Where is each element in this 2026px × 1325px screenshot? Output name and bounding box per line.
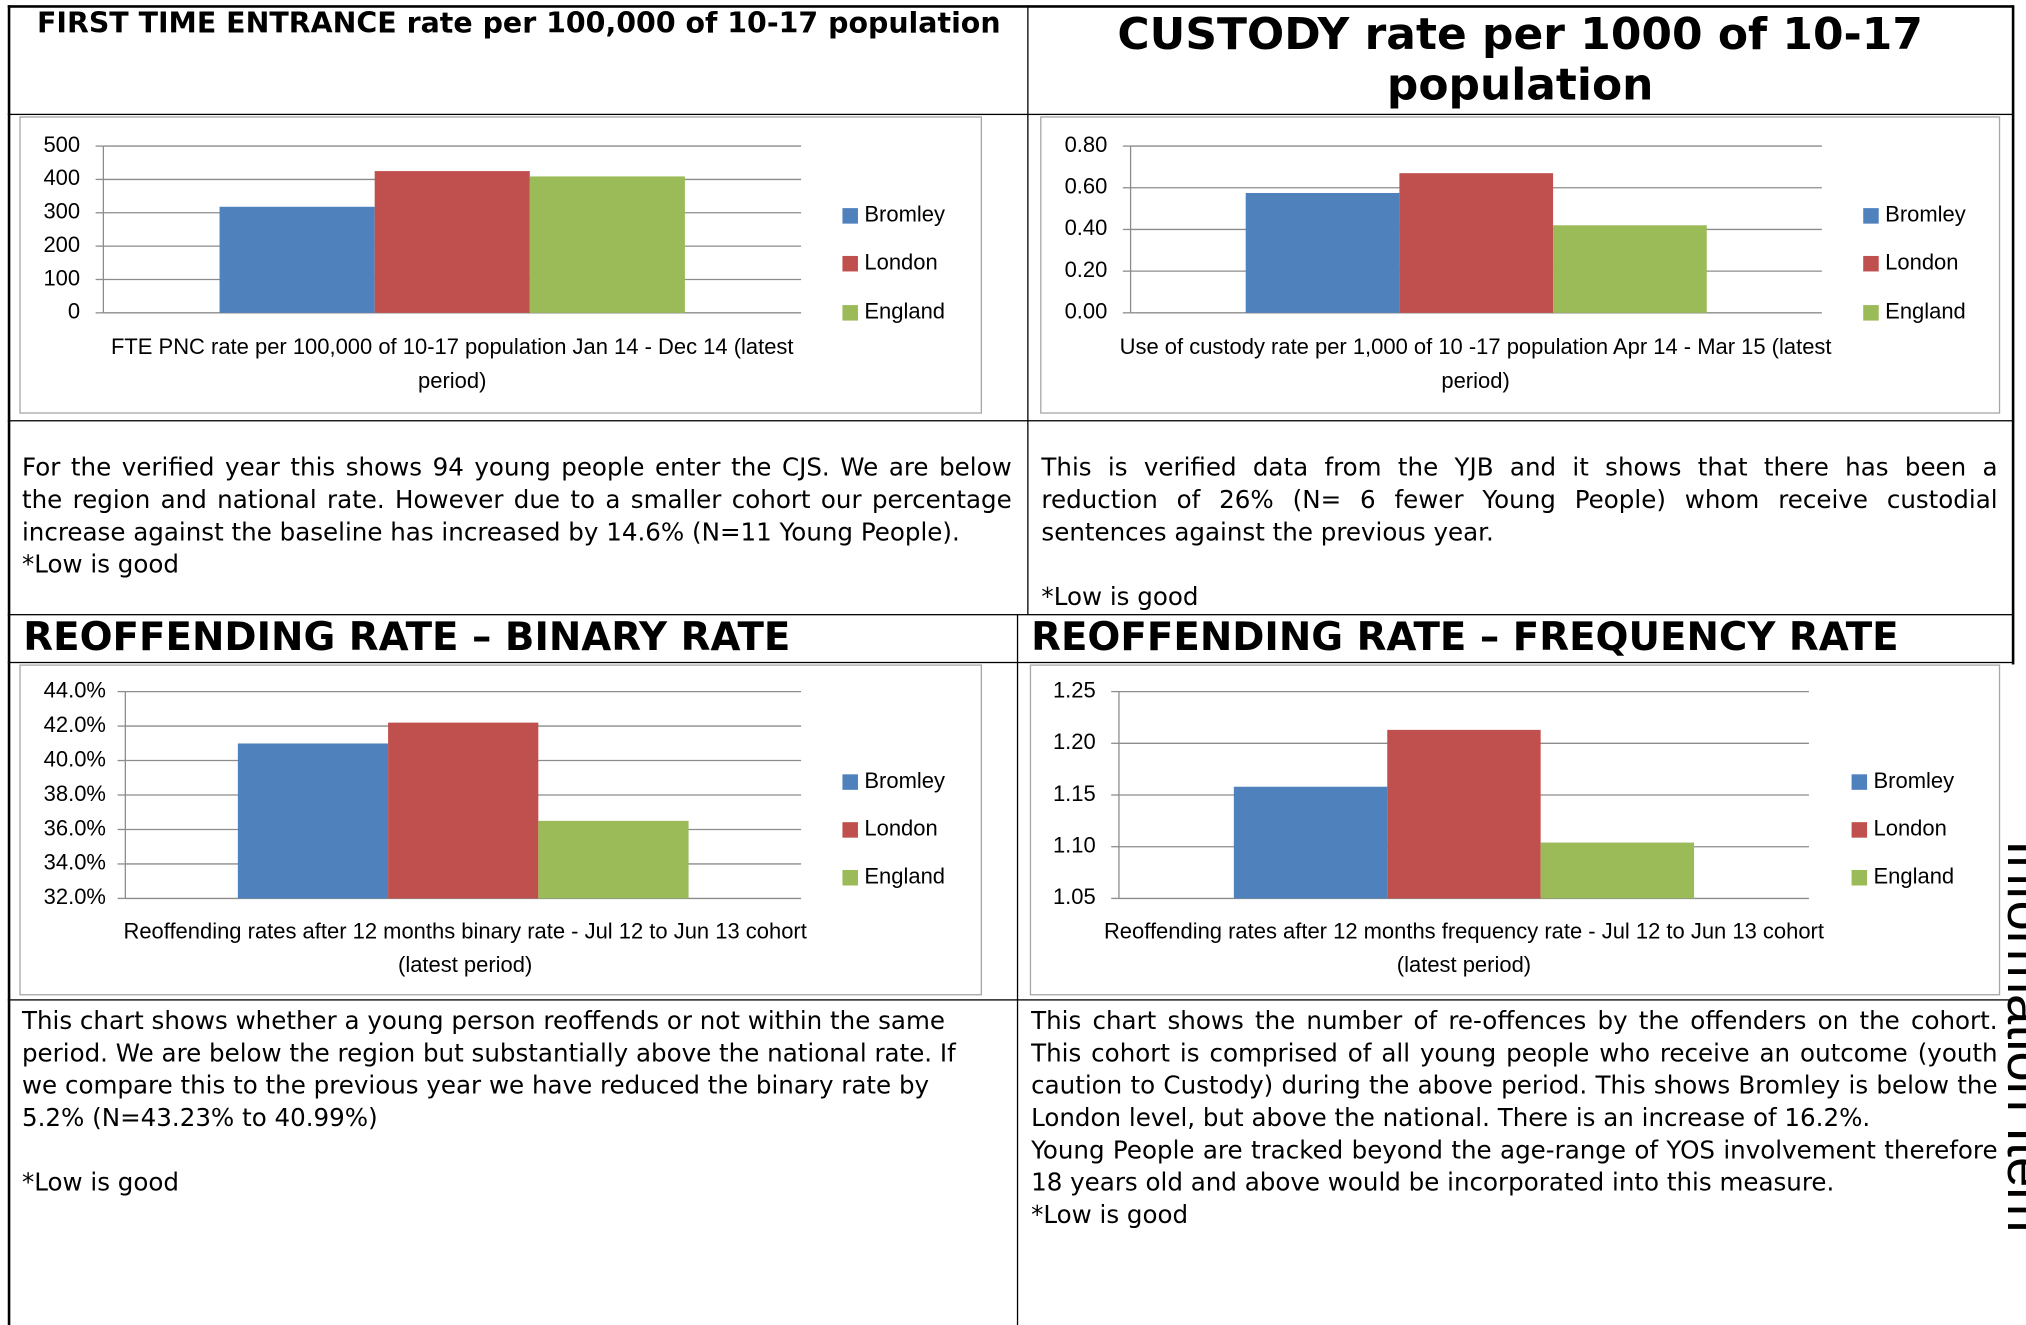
chart-title: FIRST TIME ENTRANCE rate per 100,000 of …: [36, 7, 1001, 41]
border: [7, 661, 2014, 664]
y-tick-label: 1.20: [1053, 729, 1096, 754]
x-axis-label: Use of custody rate per 1,000 of 10 -17 …: [1119, 334, 1832, 393]
text-cell: This chart shows the number of re-offenc…: [1031, 1006, 1997, 1323]
bar: [1245, 192, 1400, 313]
legend-label: London: [1885, 250, 1958, 275]
paragraph: For the verified year this shows 94 youn…: [21, 453, 1012, 547]
chart-frame: [19, 116, 982, 414]
legend-label: Bromley: [864, 768, 945, 793]
paragraph: Young People are tracked beyond the age-…: [1031, 1136, 1998, 1198]
text-cell: This is verified data from the YJB and i…: [1041, 452, 1997, 614]
border: [7, 999, 2014, 1001]
text-cell: For the verified year this shows 94 youn…: [22, 452, 1012, 614]
y-tick-label: 100: [43, 265, 80, 290]
y-tick-label: 34.0%: [44, 850, 106, 875]
border: [7, 614, 2014, 616]
y-tick-label: 200: [43, 232, 80, 257]
chart-title: REOFFENDING RATE – BINARY RATE: [23, 615, 791, 661]
legend-label: England: [1874, 864, 1955, 889]
y-tick-label: 42.0%: [44, 712, 106, 737]
bar: [538, 820, 689, 899]
paragraph: *Low is good: [21, 550, 180, 580]
paragraph: This is verified data from the YJB and i…: [1041, 453, 1998, 547]
bar: [1233, 786, 1388, 899]
y-tick-label: 44.0%: [44, 677, 106, 702]
y-tick-label: 36.0%: [44, 815, 106, 840]
y-tick-label: 0.20: [1065, 257, 1108, 282]
y-tick-label: 32.0%: [44, 884, 106, 909]
y-tick-label: 0: [68, 299, 80, 324]
legend-label: Bromley: [1874, 768, 1955, 793]
y-tick-label: 1.25: [1053, 677, 1096, 702]
legend-swatch: [842, 208, 858, 224]
y-tick-label: 400: [43, 165, 80, 190]
bar: [374, 171, 530, 313]
legend-swatch: [842, 774, 858, 790]
legend-swatch: [1851, 774, 1868, 790]
border: [7, 5, 11, 1325]
bar: [1399, 173, 1554, 313]
x-axis-label: Reoffending rates after 12 months freque…: [1103, 919, 1824, 978]
bar: [219, 206, 375, 313]
border: [1016, 614, 1019, 1325]
y-tick-label: 1.15: [1053, 781, 1096, 806]
paragraph: *Low is good: [1031, 1200, 1189, 1230]
y-tick-label: 500: [43, 132, 80, 157]
legend-label: London: [1874, 816, 1947, 841]
chart-frame: [19, 664, 982, 996]
legend-label: Bromley: [1885, 202, 1966, 227]
border: [1027, 5, 1029, 615]
paragraph: *Low is good: [1041, 583, 1199, 612]
border: [7, 113, 2014, 116]
legend-swatch: [1851, 869, 1868, 886]
border: [7, 5, 2014, 8]
bar: [1387, 729, 1541, 899]
y-tick-label: 38.0%: [44, 781, 106, 806]
legend-label: London: [864, 816, 937, 841]
x-axis-label: FTE PNC rate per 100,000 of 10-17 popula…: [110, 334, 794, 393]
legend-label: Bromley: [864, 202, 945, 227]
legend-swatch: [1863, 305, 1879, 321]
text-cell: This chart shows whether a young person …: [22, 1006, 978, 1323]
chart-frame: [1029, 664, 2001, 996]
paragraph: This chart shows the number of re-offenc…: [1031, 1007, 1998, 1133]
legend-label: England: [864, 864, 945, 889]
legend-swatch: [842, 255, 858, 272]
border: [7, 420, 2014, 422]
y-tick-label: 300: [43, 199, 80, 224]
paragraph: This chart shows whether a young person …: [21, 1007, 956, 1133]
y-tick-label: 0.60: [1065, 174, 1108, 199]
legend-label: England: [1885, 299, 1966, 324]
legend-label: London: [864, 250, 937, 275]
bar: [529, 176, 685, 313]
legend-swatch: [842, 869, 858, 886]
bar: [1540, 842, 1695, 899]
chart-frame: [1040, 116, 2001, 414]
y-tick-label: 40.0%: [44, 746, 106, 771]
chart-title: REOFFENDING RATE – FREQUENCY RATE: [1031, 615, 1899, 661]
legend-swatch: [1863, 255, 1879, 272]
bar: [237, 743, 389, 899]
bar: [388, 722, 539, 899]
y-tick-label: 0.00: [1065, 299, 1108, 324]
legend-swatch: [1851, 822, 1868, 838]
legend-swatch: [1863, 208, 1879, 224]
y-tick-label: 1.10: [1053, 833, 1096, 858]
y-tick-label: 0.40: [1065, 215, 1108, 240]
x-axis-label: Reoffending rates after 12 months binary…: [123, 919, 807, 978]
y-tick-label: 0.80: [1065, 132, 1108, 157]
chart-title: CUSTODY rate per 1000 of 10-17 populatio…: [1117, 8, 1923, 112]
legend-swatch: [842, 822, 858, 838]
legend-swatch: [842, 305, 858, 321]
border: [2011, 5, 2015, 665]
bar: [1553, 225, 1707, 313]
paragraph: *Low is good: [21, 1168, 180, 1198]
legend-label: England: [864, 299, 945, 324]
y-tick-label: 1.05: [1053, 884, 1096, 909]
side-label: Information Item: [1996, 840, 2026, 1233]
